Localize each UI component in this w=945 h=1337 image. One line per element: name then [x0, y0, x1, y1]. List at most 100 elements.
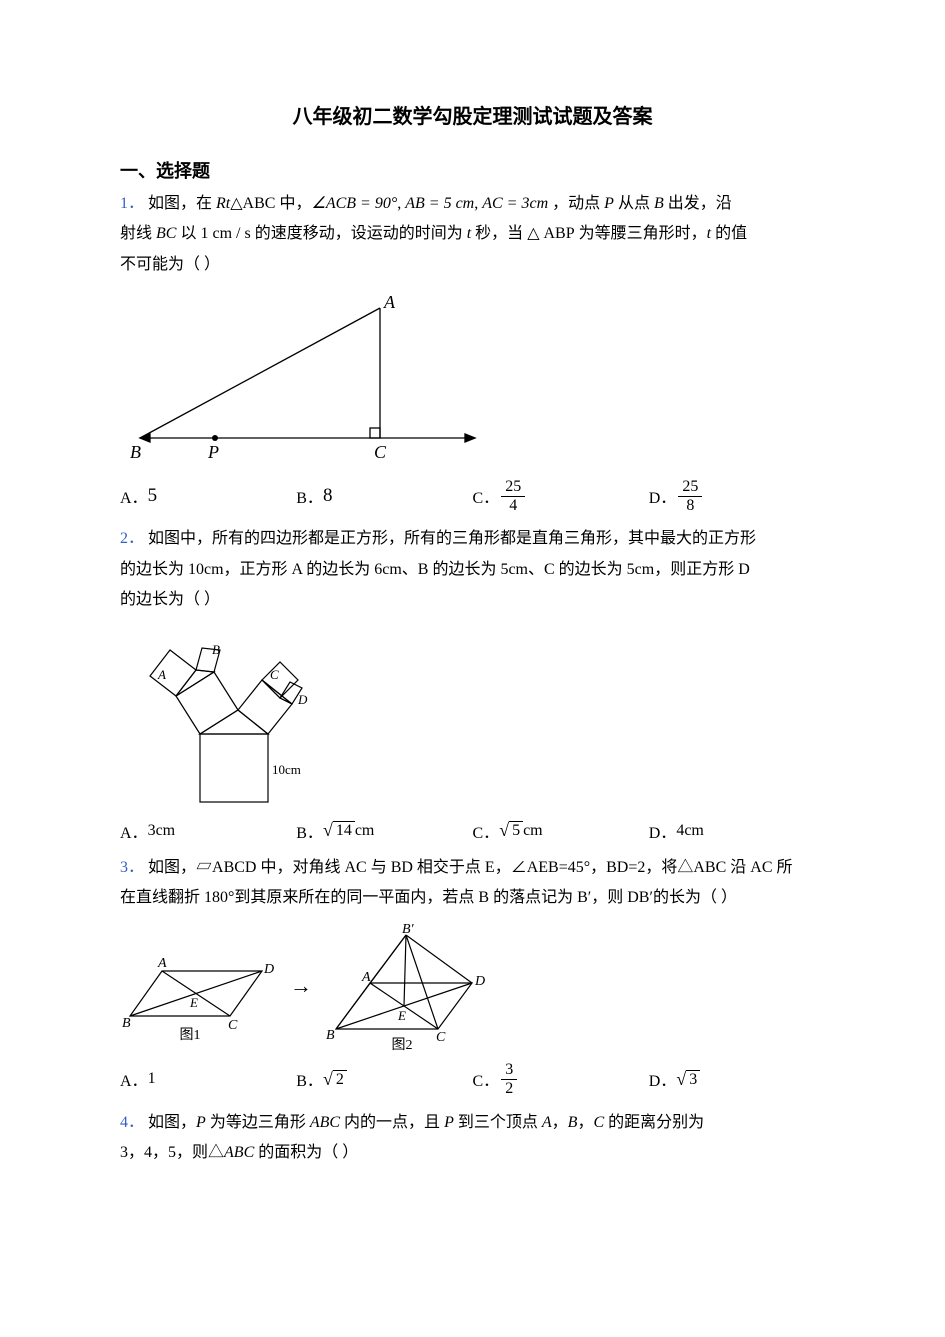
math: A	[542, 1114, 552, 1131]
q2-figure: A B C D 10cm	[120, 624, 825, 809]
opt-label: A．	[120, 484, 148, 508]
label-C: C	[228, 1018, 238, 1033]
option-B: B．√2	[296, 1067, 472, 1091]
figure-1: A B C D E 图1	[120, 931, 280, 1041]
figure-2: A B C D E B′ 图2	[322, 921, 492, 1051]
math: AB = 5 cm	[405, 195, 474, 212]
caption-1: 图1	[180, 1028, 201, 1041]
math: C	[593, 1114, 604, 1131]
math: P	[196, 1114, 206, 1131]
math: AC = 3cm	[482, 195, 548, 212]
opt-label: D．	[649, 1067, 677, 1091]
text: 如图，▱ABCD 中，对角线 AC 与 BD 相交于点 E，∠AEB=45°，B…	[148, 859, 792, 876]
question-1: 1．如图，在 Rt△ABC 中，∠ACB = 90°, AB = 5 cm, A…	[120, 189, 825, 280]
label-A: A	[157, 667, 166, 682]
arrow-icon: →	[290, 973, 312, 999]
unit: cm	[355, 822, 375, 840]
q1-options: A．5 B．8 C．254 D．258	[120, 478, 825, 514]
label-B: B	[212, 642, 220, 657]
question-4: 4．如图，P 为等边三角形 ABC 内的一点，且 P 到三个顶点 A，B，C 的…	[120, 1108, 825, 1169]
opt-value: 5	[148, 485, 158, 507]
opt-label: B．	[296, 1067, 323, 1091]
unit: cm	[523, 822, 543, 840]
denominator: 2	[501, 1080, 517, 1098]
q3-number: 3．	[120, 859, 144, 876]
opt-label: B．	[296, 484, 323, 508]
opt-label: C．	[473, 819, 500, 843]
option-A: A．3cm	[120, 819, 296, 843]
numerator: 3	[501, 1061, 517, 1080]
page-title: 八年级初二数学勾股定理测试试题及答案	[120, 100, 825, 129]
q1-number: 1．	[120, 195, 144, 212]
option-D: D．4cm	[649, 819, 825, 843]
label-B: B	[122, 1016, 131, 1031]
opt-label: B．	[296, 819, 323, 843]
text: 射线	[120, 225, 156, 242]
opt-value: 1	[148, 1070, 156, 1088]
radical-icon: √	[323, 821, 333, 839]
label-D: D	[263, 962, 274, 977]
numerator: 25	[501, 478, 525, 497]
text: 3，4，5，则△	[120, 1144, 224, 1161]
opt-label: A．	[120, 1067, 148, 1091]
triangle-diagram: A B C P	[120, 288, 490, 468]
math: B	[568, 1114, 578, 1131]
radicand: 5	[509, 821, 523, 840]
label-len: 10cm	[272, 762, 301, 777]
q3-options: A．1 B．√2 C．32 D．√3	[120, 1061, 825, 1097]
opt-value: 4cm	[676, 822, 704, 840]
option-C: C．√5 cm	[473, 819, 649, 843]
text: 为等腰三角形时，	[575, 225, 707, 242]
numerator: 25	[678, 478, 702, 497]
label-A: A	[361, 970, 371, 985]
radicand: 2	[333, 1070, 347, 1089]
math: △ABC	[230, 195, 275, 212]
q2-options: A．3cm B．√14 cm C．√5 cm D．4cm	[120, 819, 825, 843]
option-D: D．258	[649, 478, 825, 514]
text: 如图中，所有的四边形都是正方形，所有的三角形都是直角三角形，其中最大的正方形	[148, 530, 756, 547]
math: B	[654, 195, 664, 212]
opt-label: C．	[473, 1067, 500, 1091]
radical-icon: √	[323, 1070, 333, 1088]
fraction: 32	[501, 1061, 517, 1097]
label-C: C	[436, 1030, 446, 1045]
label-A: A	[157, 956, 167, 971]
sqrt: √3	[676, 1070, 700, 1089]
page: 八年级初二数学勾股定理测试试题及答案 一、选择题 1．如图，在 Rt△ABC 中…	[0, 0, 945, 1232]
label-B: B	[130, 442, 141, 462]
math: BC	[156, 225, 176, 242]
text: ，	[552, 1114, 568, 1131]
label-E: E	[189, 995, 198, 1010]
q2-number: 2．	[120, 530, 144, 547]
radical-icon: √	[676, 1070, 686, 1088]
math: 1 cm / s	[200, 225, 250, 242]
math: P	[604, 195, 614, 212]
option-B: B．8	[296, 484, 472, 508]
text: 的边长为 10cm，正方形 A 的边长为 6cm、B 的边长为 5cm、C 的边…	[120, 561, 750, 578]
label-D: D	[474, 974, 485, 989]
text: 如图，在	[148, 195, 216, 212]
opt-label: D．	[649, 819, 677, 843]
option-D: D．√3	[649, 1067, 825, 1091]
opt-label: A．	[120, 819, 148, 843]
label-C: C	[270, 667, 279, 682]
q3-figure: A B C D E 图1 → A B C D E	[120, 921, 825, 1051]
text: 的面积为（ ）	[254, 1144, 358, 1161]
text: 出发，沿	[664, 195, 732, 212]
text: 在直线翻折 180°到其原来所在的同一平面内，若点 B 的落点记为 B′，则 D…	[120, 889, 737, 906]
radicand: 14	[333, 821, 355, 840]
sqrt: √5	[499, 821, 523, 840]
denominator: 8	[678, 497, 702, 515]
text: 到三个顶点	[454, 1114, 542, 1131]
text: 内的一点，且	[340, 1114, 444, 1131]
section-heading: 一、选择题	[120, 157, 825, 183]
fraction: 258	[678, 478, 702, 514]
label-C: C	[374, 442, 387, 462]
text: 的距离分别为	[604, 1114, 704, 1131]
math: △ ABP	[527, 225, 574, 242]
text: 的边长为（ ）	[120, 591, 220, 608]
text: ，	[577, 1114, 593, 1131]
text: ，动点	[548, 195, 604, 212]
option-A: A．5	[120, 484, 296, 508]
text: 不可能为（ ）	[120, 256, 220, 273]
